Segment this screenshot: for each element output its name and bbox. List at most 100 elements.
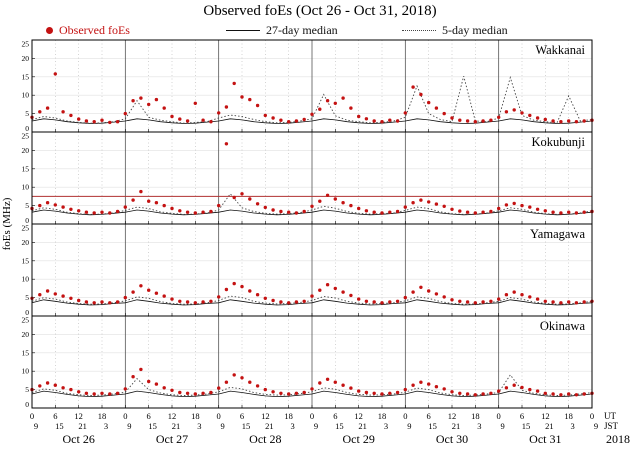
jst-tick-label: 3 bbox=[571, 421, 575, 431]
observed-point bbox=[341, 201, 345, 205]
observed-point bbox=[131, 290, 135, 294]
observed-point bbox=[193, 301, 197, 305]
observed-point bbox=[551, 119, 555, 123]
observed-point bbox=[240, 284, 244, 289]
y-tick-label: 10 bbox=[22, 367, 30, 376]
observed-point bbox=[318, 107, 322, 111]
observed-point bbox=[403, 387, 407, 392]
day-label: Oct 29 bbox=[343, 432, 375, 446]
year-label: 2018 bbox=[606, 432, 630, 446]
observed-point bbox=[535, 207, 540, 211]
y-tick-label: 25 bbox=[22, 40, 30, 49]
ut-side-label: UT bbox=[604, 411, 616, 421]
observed-point bbox=[287, 392, 291, 396]
observed-point bbox=[543, 299, 547, 303]
jst-tick-label: 9 bbox=[407, 421, 411, 431]
observed-point bbox=[232, 81, 236, 86]
observed-point bbox=[255, 202, 260, 206]
observed-point bbox=[69, 113, 73, 118]
observed-point bbox=[115, 391, 120, 395]
observed-point bbox=[458, 299, 462, 303]
observed-point bbox=[255, 103, 260, 108]
observed-point bbox=[224, 105, 229, 109]
observed-point bbox=[489, 299, 493, 303]
y-tick-label: 20 bbox=[22, 238, 30, 247]
observed-point bbox=[341, 290, 345, 294]
observed-point bbox=[325, 377, 330, 381]
jst-tick-label: 21 bbox=[358, 421, 367, 431]
observed-point bbox=[154, 97, 159, 102]
jst-tick-label: 15 bbox=[428, 421, 437, 431]
y-tick-label: 5 bbox=[25, 293, 29, 302]
observed-point bbox=[489, 209, 493, 214]
observed-point bbox=[279, 118, 283, 122]
observed-point bbox=[61, 294, 65, 298]
y-tick-label: 0 bbox=[25, 308, 29, 317]
observed-point bbox=[364, 209, 369, 213]
jst-tick-label: 15 bbox=[55, 421, 64, 431]
observed-point bbox=[224, 287, 229, 292]
observed-point bbox=[209, 120, 213, 124]
observed-point bbox=[185, 210, 190, 214]
observed-point bbox=[380, 211, 384, 215]
observed-point bbox=[535, 389, 540, 393]
observed-point bbox=[427, 382, 431, 386]
observed-point bbox=[240, 192, 244, 196]
observed-point bbox=[147, 199, 151, 203]
observed-point bbox=[294, 119, 299, 123]
observed-point bbox=[582, 210, 586, 214]
observed-point bbox=[302, 117, 306, 122]
ut-tick-label: 12 bbox=[74, 411, 83, 421]
observed-point bbox=[512, 383, 516, 387]
observed-point bbox=[201, 118, 205, 122]
observed-point bbox=[543, 117, 547, 122]
ut-tick-label: 12 bbox=[354, 411, 363, 421]
jst-tick-label: 15 bbox=[242, 421, 251, 431]
observed-point bbox=[263, 113, 267, 118]
observed-point bbox=[147, 102, 151, 107]
observed-point bbox=[170, 206, 174, 211]
observed-point bbox=[434, 385, 439, 389]
observed-point bbox=[349, 293, 353, 298]
day-label: Oct 27 bbox=[156, 432, 188, 446]
observed-point bbox=[364, 117, 369, 121]
observed-point bbox=[224, 142, 229, 146]
observed-point bbox=[357, 389, 361, 393]
observed-point bbox=[178, 117, 182, 121]
y-tick-label: 10 bbox=[22, 183, 30, 192]
observed-point bbox=[45, 289, 50, 293]
observed-point bbox=[333, 101, 337, 106]
observed-point bbox=[419, 380, 423, 384]
observed-point bbox=[372, 300, 376, 304]
observed-point bbox=[349, 386, 353, 390]
observed-point bbox=[465, 210, 470, 214]
observed-point bbox=[53, 292, 57, 296]
observed-point bbox=[357, 206, 361, 211]
observed-point bbox=[162, 203, 166, 208]
observed-point bbox=[427, 289, 431, 293]
observed-point bbox=[442, 387, 446, 391]
observed-point bbox=[504, 386, 509, 390]
observed-point bbox=[403, 111, 407, 115]
legend-observed: Observed foEs bbox=[46, 22, 130, 38]
observed-point bbox=[325, 99, 330, 103]
observed-point bbox=[162, 294, 166, 298]
observed-point bbox=[442, 295, 446, 299]
observed-point bbox=[333, 380, 337, 384]
observed-point bbox=[38, 110, 42, 114]
y-tick-label: 10 bbox=[22, 91, 30, 100]
y-tick-label: 5 bbox=[25, 109, 29, 118]
observed-point bbox=[318, 199, 322, 203]
observed-point bbox=[201, 210, 205, 214]
observed-point bbox=[411, 383, 415, 387]
observed-point bbox=[271, 208, 275, 212]
observed-point bbox=[154, 291, 159, 295]
observed-point bbox=[162, 106, 166, 110]
observed-point bbox=[427, 200, 431, 204]
jst-tick-label: 15 bbox=[522, 421, 531, 431]
observed-point bbox=[497, 115, 501, 120]
solid-line-icon bbox=[226, 29, 260, 31]
ut-tick-label: 18 bbox=[564, 411, 573, 421]
observed-point bbox=[69, 207, 73, 211]
jst-tick-label: 21 bbox=[452, 421, 461, 431]
